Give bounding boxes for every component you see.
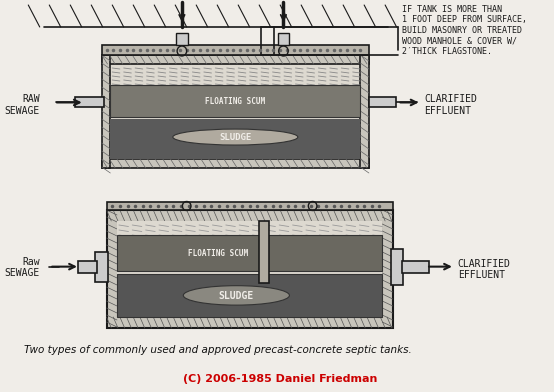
Bar — [75, 98, 104, 107]
Bar — [110, 85, 360, 117]
Bar — [102, 55, 369, 64]
Bar — [102, 159, 369, 168]
Bar — [369, 98, 396, 107]
Bar — [110, 64, 360, 159]
Bar — [78, 261, 97, 273]
Bar — [102, 55, 110, 168]
Text: SLUDGE: SLUDGE — [219, 291, 254, 301]
Text: (C) 2006-1985 Daniel Friedman: (C) 2006-1985 Daniel Friedman — [183, 374, 377, 384]
Bar — [278, 33, 289, 45]
Bar — [106, 210, 393, 328]
Bar — [95, 252, 109, 281]
Bar — [102, 45, 369, 55]
Text: FLOATING SCUM: FLOATING SCUM — [188, 249, 248, 258]
Text: IF TANK IS MORE THAN
1 FOOT DEEP FROM SURFACE,
BUILD MASONRY OR TREATED
WOOD MAN: IF TANK IS MORE THAN 1 FOOT DEEP FROM SU… — [402, 5, 527, 56]
Text: Raw
SEWAGE: Raw SEWAGE — [4, 257, 40, 278]
Bar — [117, 236, 382, 271]
Bar — [259, 221, 269, 283]
Text: RAW
SEWAGE: RAW SEWAGE — [4, 94, 40, 116]
Text: Two types of commonly used and approved precast-concrete septic tanks.: Two types of commonly used and approved … — [23, 345, 411, 355]
Text: CLARIFIED
EFFLUENT: CLARIFIED EFFLUENT — [458, 259, 511, 280]
Bar — [360, 55, 369, 168]
Bar — [402, 261, 429, 273]
Bar — [117, 221, 382, 317]
Ellipse shape — [183, 286, 289, 305]
Text: CLARIFIED
EFFLUENT: CLARIFIED EFFLUENT — [424, 94, 477, 116]
Bar — [106, 202, 393, 210]
Bar — [110, 119, 360, 159]
Text: SLUDGE: SLUDGE — [219, 132, 252, 142]
Text: FLOATING SCUM: FLOATING SCUM — [206, 96, 265, 105]
Ellipse shape — [173, 129, 298, 145]
Bar — [176, 33, 188, 45]
Bar — [117, 274, 382, 317]
Bar — [391, 249, 403, 285]
